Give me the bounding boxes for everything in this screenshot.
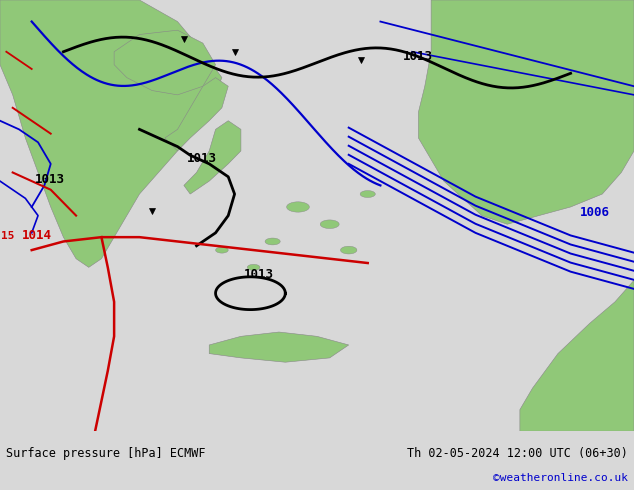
Text: 1013: 1013 <box>244 268 274 281</box>
Polygon shape <box>0 0 222 268</box>
Text: Surface pressure [hPa] ECMWF: Surface pressure [hPa] ECMWF <box>6 447 206 460</box>
Polygon shape <box>114 30 216 95</box>
Text: ©weatheronline.co.uk: ©weatheronline.co.uk <box>493 473 628 483</box>
Polygon shape <box>418 0 634 224</box>
Polygon shape <box>165 77 228 151</box>
Polygon shape <box>265 238 280 245</box>
Text: 1013: 1013 <box>35 173 65 186</box>
Text: 1006: 1006 <box>580 206 610 219</box>
Polygon shape <box>340 246 357 254</box>
Polygon shape <box>360 191 375 197</box>
Text: Th 02-05-2024 12:00 UTC (06+30): Th 02-05-2024 12:00 UTC (06+30) <box>407 447 628 460</box>
Text: 15: 15 <box>1 231 15 241</box>
Polygon shape <box>216 247 228 253</box>
Text: 1013: 1013 <box>403 50 432 63</box>
Polygon shape <box>247 264 260 270</box>
Polygon shape <box>320 220 339 228</box>
Text: 1014: 1014 <box>22 229 52 243</box>
Polygon shape <box>209 332 349 362</box>
Polygon shape <box>184 121 241 194</box>
Text: 1013: 1013 <box>187 152 217 165</box>
Polygon shape <box>520 280 634 431</box>
Polygon shape <box>287 202 309 212</box>
